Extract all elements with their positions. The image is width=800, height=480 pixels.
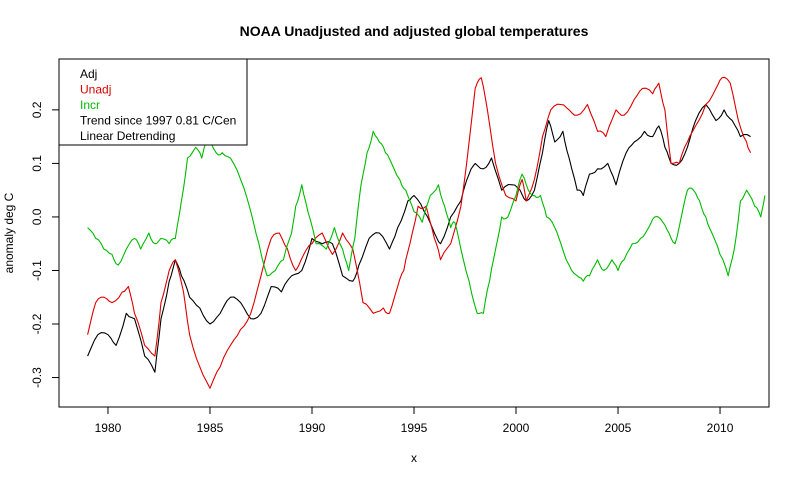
x-tick-label: 1995 — [401, 421, 428, 435]
series-layer — [87, 76, 766, 389]
y-axis-label: anomaly deg C — [2, 192, 16, 273]
x-tick-label: 2000 — [503, 421, 530, 435]
x-tick-label: 1980 — [95, 421, 122, 435]
legend-entry: Trend since 1997 0.81 C/Cen — [80, 114, 236, 128]
y-tick-label: -0.3 — [30, 367, 44, 388]
legend-entry: Linear Detrending — [80, 129, 175, 143]
y-tick-label: 0.2 — [30, 101, 44, 118]
y-tick-label: -0.2 — [30, 313, 44, 334]
y-tick-label: -0.1 — [30, 260, 44, 281]
series-line-incr — [87, 130, 766, 315]
x-tick-label: 2010 — [707, 421, 734, 435]
x-axis: 1980 1985 1990 1995 2000 2005 2010 — [95, 407, 734, 435]
legend-entry: Unadj — [80, 83, 111, 97]
chart-title: NOAA Unadjusted and adjusted global temp… — [240, 23, 589, 39]
x-tick-label: 1990 — [299, 421, 326, 435]
x-axis-label: x — [411, 451, 417, 465]
x-tick-label: 2005 — [605, 421, 632, 435]
legend-box — [58, 58, 248, 146]
legend-entry: Adj — [80, 67, 97, 81]
y-axis: -0.3 -0.2 -0.1 0.0 0.1 0.2 — [30, 101, 59, 388]
series-line-unadj — [87, 76, 752, 389]
legend-entry: Incr — [80, 98, 100, 112]
y-tick-label: 0.0 — [30, 208, 44, 225]
y-tick-label: 0.1 — [30, 155, 44, 172]
series-line-adj — [87, 103, 751, 373]
x-tick-label: 1985 — [197, 421, 224, 435]
